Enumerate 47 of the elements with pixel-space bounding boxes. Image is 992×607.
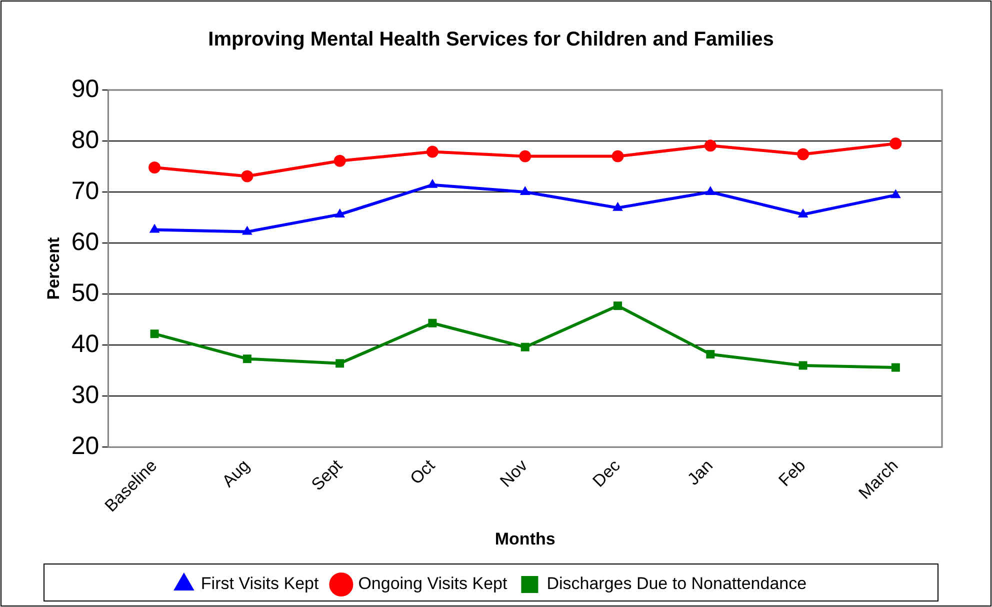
point [704, 140, 716, 152]
point [798, 361, 808, 370]
chart-title: Improving Mental Health Services for Children and Families [208, 28, 774, 51]
point [242, 354, 252, 364]
point [427, 178, 438, 188]
y-tick-label: 80 [71, 126, 100, 154]
x-tick-label: Jan [684, 456, 717, 489]
legend-label: Discharges Due to Nonattendance [546, 574, 807, 594]
point [520, 186, 530, 196]
legend-label: First Visits Kept [200, 574, 319, 594]
point [241, 170, 254, 182]
point [426, 146, 438, 158]
point [891, 363, 900, 372]
point [614, 302, 622, 310]
y-tick-label: 40 [71, 330, 100, 358]
point [612, 150, 624, 162]
point [612, 202, 623, 211]
y-tick-label: 90 [71, 74, 100, 103]
point [890, 189, 901, 198]
point [798, 208, 808, 218]
point [242, 226, 252, 235]
point [797, 148, 810, 160]
point [336, 359, 344, 368]
point [706, 350, 715, 358]
point [148, 162, 161, 174]
x-tick-label: Feb [775, 456, 810, 490]
x-tick-label: Oct [406, 456, 439, 488]
point [334, 208, 346, 218]
y-tick-label: 70 [71, 176, 100, 205]
point [150, 330, 159, 338]
point [334, 154, 346, 167]
point [149, 224, 160, 233]
point [428, 318, 437, 328]
y-axis-title: Percent [44, 237, 63, 300]
legend-label: Ongoing Visits Kept [358, 574, 508, 594]
point [520, 342, 530, 352]
point [519, 150, 532, 162]
x-tick-label: Nov [496, 456, 532, 491]
y-tick-label: 30 [71, 380, 100, 409]
y-tick-label: 20 [71, 432, 100, 460]
x-axis-title: Months [494, 529, 556, 548]
y-tick-label: 50 [71, 278, 100, 307]
x-tick-label: Aug [218, 456, 254, 491]
x-tick-label: Dec [589, 456, 624, 491]
point [705, 186, 716, 196]
point [890, 138, 902, 150]
y-tick-label: 60 [71, 228, 100, 256]
